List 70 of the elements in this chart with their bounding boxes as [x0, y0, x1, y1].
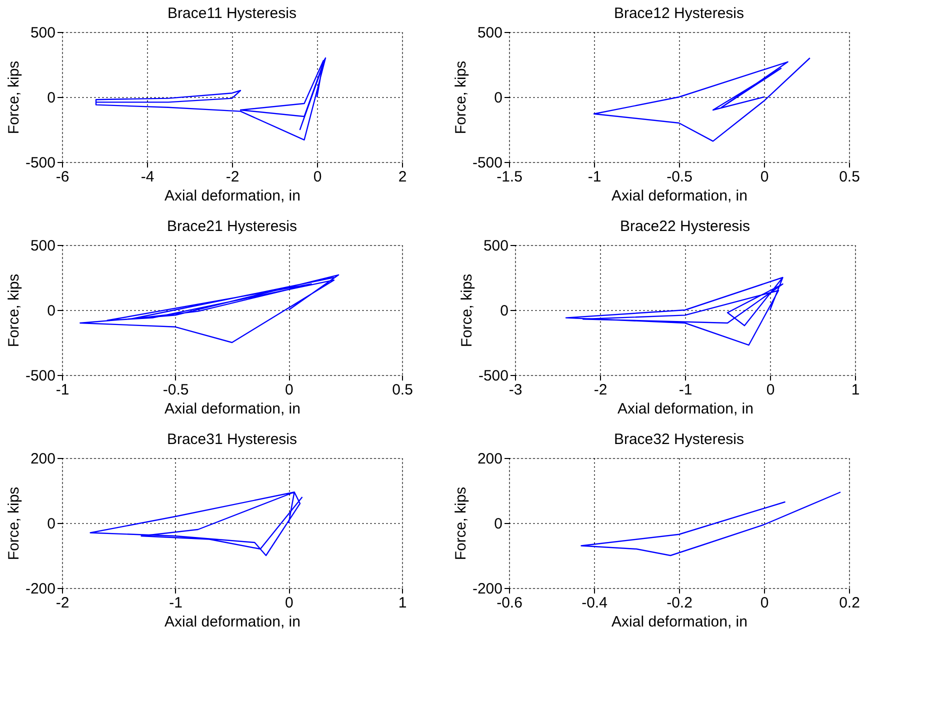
y-tick-label: 0: [500, 302, 508, 320]
x-tick-label: -3: [508, 382, 522, 398]
chart-title: Brace22 Hysteresis: [620, 218, 750, 235]
y-tick-label: 0: [47, 516, 56, 532]
x-axis-title: Axial deformation, in: [612, 614, 748, 630]
chart-title: Brace12 Hysteresis: [614, 5, 744, 22]
y-tick-label: 500: [30, 238, 56, 254]
y-axis-title: Force, kips: [458, 274, 476, 348]
x-axis-title: Axial deformation, in: [618, 400, 754, 418]
x-tick-label: -2: [226, 168, 240, 186]
y-tick-label: 0: [47, 302, 56, 320]
x-tick-label: -1: [588, 168, 602, 186]
y-tick-label: -200: [472, 580, 502, 598]
y-tick-label: -500: [25, 154, 56, 172]
chart-title: Brace32 Hysteresis: [614, 431, 744, 448]
x-tick-label: 0.2: [839, 594, 860, 612]
x-tick-label: 0.5: [392, 382, 413, 398]
x-tick-label: -4: [140, 168, 154, 186]
x-tick-label: 0: [760, 168, 769, 186]
x-tick-label: 1: [851, 382, 860, 398]
line-series: [593, 57, 810, 142]
y-tick-label: 0: [494, 90, 502, 106]
x-tick-label: -1: [678, 382, 692, 398]
y-tick-label: -500: [25, 368, 56, 384]
x-tick-label: 0: [284, 594, 294, 612]
y-tick-label: 200: [30, 450, 56, 468]
x-axis-title: Axial deformation, in: [164, 188, 300, 204]
line-series: [90, 492, 303, 556]
line-series: [80, 274, 340, 344]
y-axis-title: Force, kips: [5, 274, 22, 348]
y-tick-label: -500: [472, 154, 502, 172]
x-axis-title: Axial deformation, in: [164, 614, 300, 630]
y-axis-title: Force, kips: [5, 60, 22, 134]
y-tick-label: 500: [483, 238, 508, 254]
x-tick-label: 0: [313, 168, 322, 186]
y-axis-title: Force, kips: [452, 486, 470, 560]
x-tick-label: 2: [398, 168, 407, 186]
x-tick-label: -2: [594, 382, 608, 398]
x-tick-label: 1: [398, 594, 407, 612]
x-tick-label: -1.5: [496, 168, 522, 186]
x-tick-label: -1: [56, 382, 70, 398]
x-tick-label: -0.6: [496, 594, 522, 612]
chart-title: Brace21 Hysteresis: [166, 218, 298, 235]
x-tick-label: -0.2: [666, 594, 692, 612]
y-tick-label: 0: [47, 90, 56, 106]
x-tick-label: 0: [760, 594, 769, 612]
chart-title: Brace31 Hysteresis: [166, 431, 298, 448]
y-tick-label: -200: [25, 580, 56, 598]
line-series: [95, 57, 326, 140]
line-series: [580, 492, 842, 556]
x-tick-label: 0: [284, 382, 294, 398]
x-tick-label: -6: [56, 168, 70, 186]
y-axis-title: Force, kips: [452, 60, 470, 134]
y-tick-label: 500: [477, 24, 502, 42]
y-tick-label: 500: [30, 24, 56, 42]
x-axis-title: Axial deformation, in: [612, 188, 748, 204]
x-axis-title: Axial deformation, in: [164, 400, 300, 418]
x-tick-label: 0: [766, 382, 775, 398]
chart-title: Brace11 Hysteresis: [168, 5, 296, 22]
y-tick-label: 200: [477, 450, 502, 468]
y-tick-label: 0: [494, 516, 502, 532]
x-tick-label: -0.4: [582, 594, 608, 612]
y-tick-label: -500: [478, 368, 508, 384]
y-axis-title: Force, kips: [5, 486, 22, 560]
x-tick-label: -0.5: [666, 168, 692, 186]
x-tick-label: -0.5: [162, 382, 189, 398]
x-tick-label: 0.5: [839, 168, 860, 186]
x-tick-label: -1: [169, 594, 183, 612]
x-tick-label: -2: [56, 594, 70, 612]
line-series: [565, 276, 784, 346]
